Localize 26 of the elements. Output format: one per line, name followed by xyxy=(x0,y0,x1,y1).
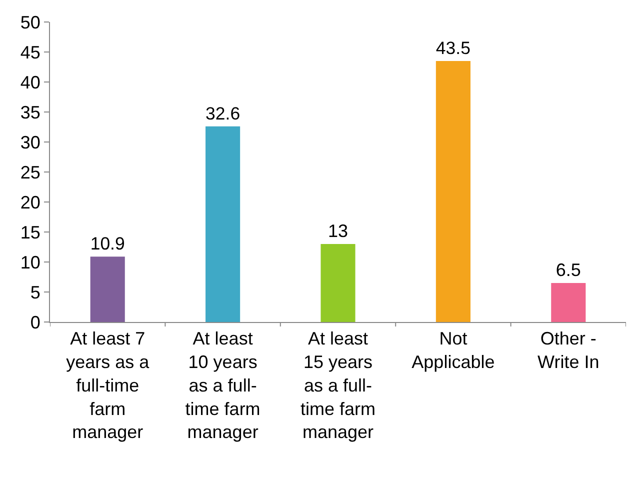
y-tick-label: 20 xyxy=(20,192,40,212)
x-tick-label: At least 7 years as a full-time farm manager xyxy=(66,328,150,442)
x-tick-label: At least 15 years as a full-time farm manager xyxy=(300,328,376,442)
y-tick-label: 35 xyxy=(20,102,40,122)
bar xyxy=(436,61,470,322)
data-label: 32.6 xyxy=(206,103,240,124)
bar xyxy=(206,126,240,322)
x-tick-label: At least 10 years as a full-time farm manager xyxy=(185,328,260,442)
x-tick-label: Other - Write In xyxy=(538,328,600,372)
y-tick-label: 45 xyxy=(20,42,40,62)
y-tick-label: 0 xyxy=(30,312,40,332)
y-tick-label: 30 xyxy=(20,132,40,152)
data-label: 10.9 xyxy=(90,234,125,254)
data-label: 6.5 xyxy=(556,260,581,280)
y-tick-label: 5 xyxy=(30,282,40,302)
y-tick-label: 15 xyxy=(20,222,40,242)
y-tick-label: 50 xyxy=(20,12,40,32)
y-tick-label: 10 xyxy=(20,252,40,272)
x-tick-label: Not Applicable xyxy=(412,328,495,372)
data-label: 13 xyxy=(328,221,348,241)
y-tick-label: 40 xyxy=(20,72,40,92)
data-label: 43.5 xyxy=(436,38,471,58)
y-tick-label: 25 xyxy=(20,162,40,182)
bar xyxy=(90,256,125,322)
bar xyxy=(320,244,356,322)
bar xyxy=(551,283,586,322)
